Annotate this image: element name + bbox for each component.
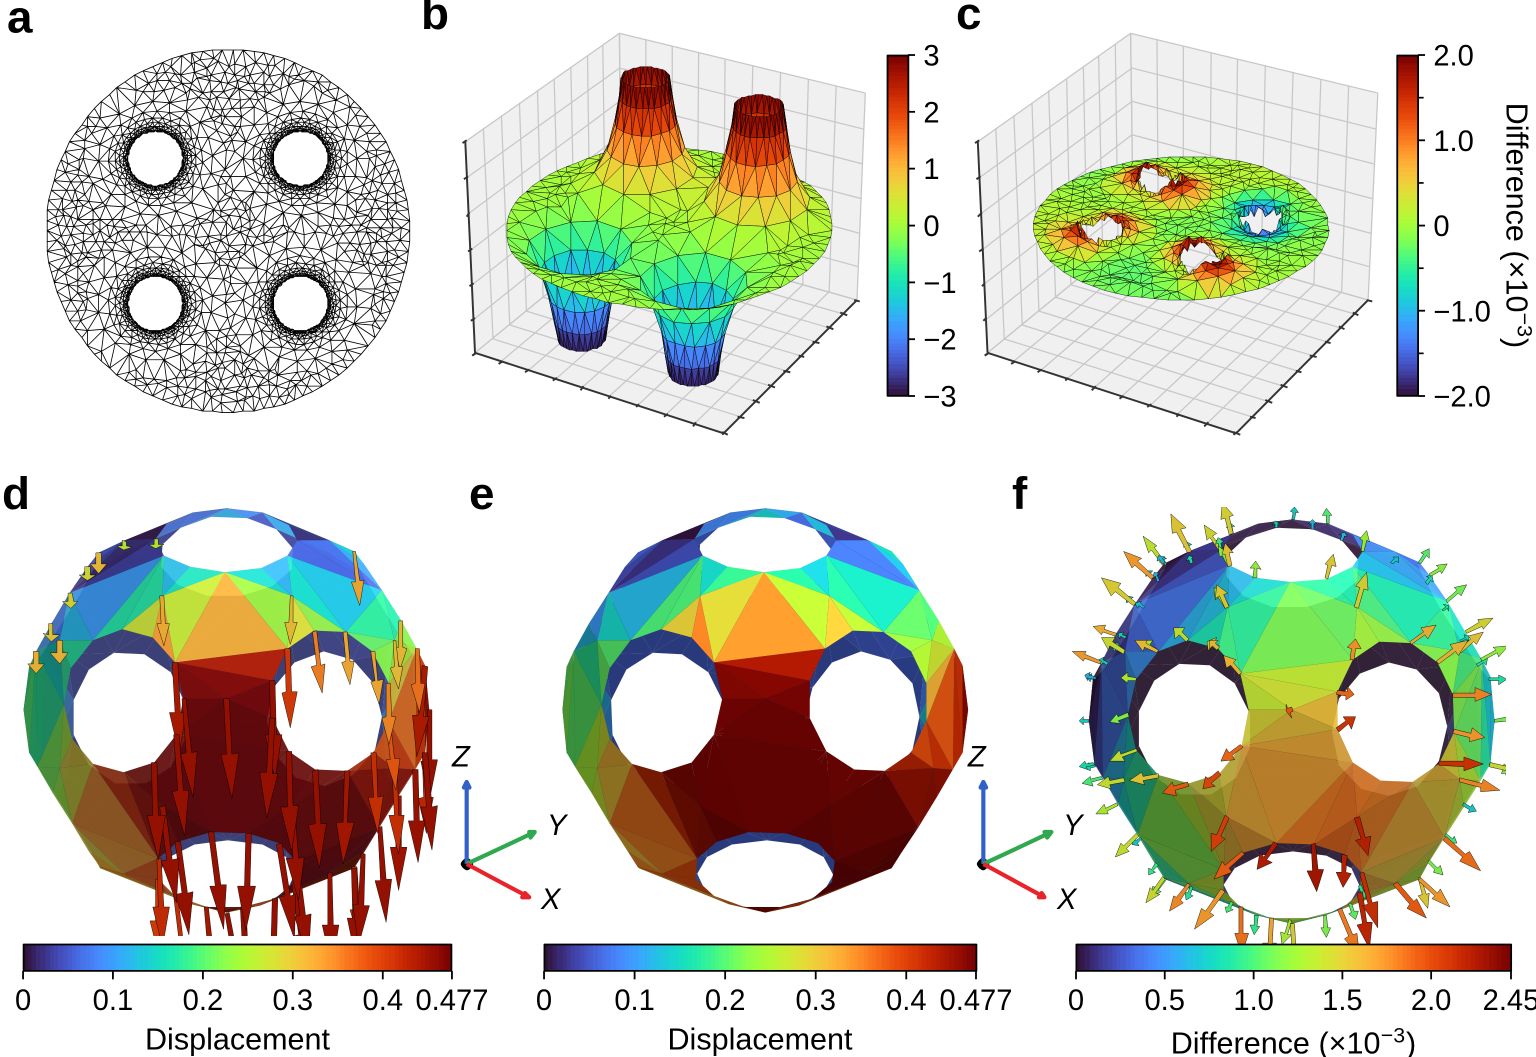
svg-text:d: d <box>2 468 30 519</box>
svg-text:0.5: 0.5 <box>1144 985 1185 1017</box>
svg-text:1.0: 1.0 <box>1433 126 1474 158</box>
svg-text:0: 0 <box>923 211 939 243</box>
svg-text:0: 0 <box>536 985 552 1017</box>
svg-text:X: X <box>1056 884 1078 916</box>
svg-text:0.1: 0.1 <box>93 985 134 1017</box>
svg-text:b: b <box>421 0 449 39</box>
svg-text:0.4: 0.4 <box>886 985 927 1017</box>
svg-text:−2: −2 <box>923 325 956 357</box>
svg-text:0.2: 0.2 <box>183 985 224 1017</box>
svg-text:f: f <box>1012 468 1028 519</box>
svg-text:2.0: 2.0 <box>1411 985 1452 1017</box>
svg-text:Displacement: Displacement <box>145 1022 331 1056</box>
svg-text:0: 0 <box>1433 211 1449 243</box>
svg-text:0.477: 0.477 <box>415 985 488 1017</box>
svg-text:2.45: 2.45 <box>1483 985 1536 1017</box>
svg-text:−1.0: −1.0 <box>1433 296 1491 328</box>
svg-text:0: 0 <box>15 985 31 1017</box>
svg-text:0.4: 0.4 <box>363 985 404 1017</box>
svg-text:0.2: 0.2 <box>705 985 746 1017</box>
svg-text:X: X <box>540 884 562 916</box>
svg-text:0.3: 0.3 <box>795 985 836 1017</box>
svg-text:−1: −1 <box>923 268 956 300</box>
svg-text:0: 0 <box>1068 985 1084 1017</box>
svg-text:e: e <box>469 468 495 519</box>
svg-text:Displacement: Displacement <box>667 1022 853 1056</box>
svg-text:0.3: 0.3 <box>273 985 314 1017</box>
svg-text:Difference(×10)−3: Difference(×10)−3 <box>1171 1023 1416 1057</box>
svg-text:2: 2 <box>923 97 939 129</box>
svg-text:1.5: 1.5 <box>1322 985 1363 1017</box>
svg-text:c: c <box>956 0 982 39</box>
svg-text:Difference(×10)−3: Difference(×10)−3 <box>1499 103 1536 348</box>
svg-text:0.1: 0.1 <box>614 985 655 1017</box>
svg-text:−2.0: −2.0 <box>1433 382 1491 414</box>
svg-text:Z: Z <box>967 741 987 773</box>
svg-text:Z: Z <box>451 741 471 773</box>
svg-text:Y: Y <box>1063 810 1085 842</box>
svg-text:2.0: 2.0 <box>1433 41 1474 73</box>
svg-text:3: 3 <box>923 41 939 73</box>
svg-text:1: 1 <box>923 154 939 186</box>
svg-text:Y: Y <box>547 810 569 842</box>
svg-text:−3: −3 <box>923 382 956 414</box>
svg-text:0.477: 0.477 <box>940 985 1013 1017</box>
svg-text:a: a <box>7 0 33 42</box>
svg-text:1.0: 1.0 <box>1233 985 1274 1017</box>
